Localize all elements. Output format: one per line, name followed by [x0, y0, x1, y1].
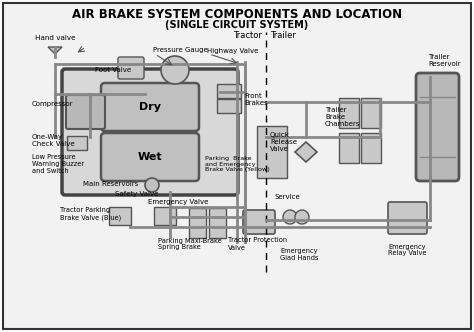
Text: Foot Valve: Foot Valve [95, 67, 131, 73]
Text: Emergency
Glad Hands: Emergency Glad Hands [280, 247, 319, 261]
Text: Emergency Valve: Emergency Valve [148, 199, 209, 205]
Text: Wet: Wet [137, 152, 162, 162]
Text: Trailer
Brake
Chambers: Trailer Brake Chambers [325, 107, 360, 127]
FancyBboxPatch shape [388, 202, 427, 234]
FancyBboxPatch shape [361, 133, 381, 163]
FancyBboxPatch shape [109, 207, 131, 225]
FancyBboxPatch shape [101, 83, 199, 131]
Text: Tractor: Tractor [233, 31, 262, 40]
Circle shape [295, 210, 309, 224]
Text: Front
Brakes: Front Brakes [244, 93, 268, 106]
FancyBboxPatch shape [339, 133, 359, 163]
Text: Tractor Parking
Brake Valve (Blue): Tractor Parking Brake Valve (Blue) [60, 207, 121, 221]
FancyBboxPatch shape [339, 98, 359, 128]
Text: Pressure Gauge: Pressure Gauge [153, 47, 208, 53]
Text: Quick
Release
Valve: Quick Release Valve [270, 132, 297, 152]
FancyBboxPatch shape [67, 136, 87, 150]
FancyBboxPatch shape [243, 210, 275, 234]
FancyBboxPatch shape [66, 95, 105, 129]
Circle shape [161, 56, 189, 84]
FancyBboxPatch shape [217, 99, 241, 113]
FancyBboxPatch shape [217, 84, 241, 98]
FancyBboxPatch shape [101, 133, 199, 181]
Text: One-Way
Check Valve: One-Way Check Valve [32, 133, 74, 146]
FancyBboxPatch shape [3, 3, 471, 329]
Text: Emergency
Relay Valve: Emergency Relay Valve [388, 243, 427, 257]
FancyBboxPatch shape [416, 73, 459, 181]
Text: Parking  Brake
and Emergency
Brake Valve (Yellow): Parking Brake and Emergency Brake Valve … [205, 156, 270, 172]
Text: Dry: Dry [139, 102, 161, 112]
FancyBboxPatch shape [154, 207, 176, 225]
FancyBboxPatch shape [361, 98, 381, 128]
Text: Service: Service [275, 194, 301, 200]
Polygon shape [295, 142, 317, 162]
Text: Safety Valve: Safety Valve [115, 191, 158, 197]
FancyBboxPatch shape [209, 208, 226, 238]
Text: Hand valve: Hand valve [35, 35, 76, 41]
Text: Main Reservoirs: Main Reservoirs [83, 181, 138, 187]
FancyBboxPatch shape [118, 57, 144, 79]
Text: Highway Valve: Highway Valve [207, 48, 258, 54]
Text: Tractor Protection
Valve: Tractor Protection Valve [228, 237, 287, 251]
Circle shape [283, 210, 297, 224]
Polygon shape [48, 47, 62, 54]
FancyBboxPatch shape [189, 208, 206, 238]
Text: Compressor: Compressor [32, 101, 73, 107]
FancyBboxPatch shape [62, 69, 238, 195]
Text: Trailer
Reservoir: Trailer Reservoir [428, 53, 461, 66]
Text: Low Pressure
Warning Buzzer
and Switch: Low Pressure Warning Buzzer and Switch [32, 154, 84, 174]
Text: AIR BRAKE SYSTEM COMPONENTS AND LOCATION: AIR BRAKE SYSTEM COMPONENTS AND LOCATION [72, 8, 402, 21]
Circle shape [145, 178, 159, 192]
Text: Parking Maxi-Brake
Spring Brake: Parking Maxi-Brake Spring Brake [158, 237, 222, 251]
Text: Trailer: Trailer [270, 31, 296, 40]
Text: (SINGLE CIRCUIT SYSTEM): (SINGLE CIRCUIT SYSTEM) [165, 20, 309, 30]
FancyBboxPatch shape [257, 126, 287, 178]
